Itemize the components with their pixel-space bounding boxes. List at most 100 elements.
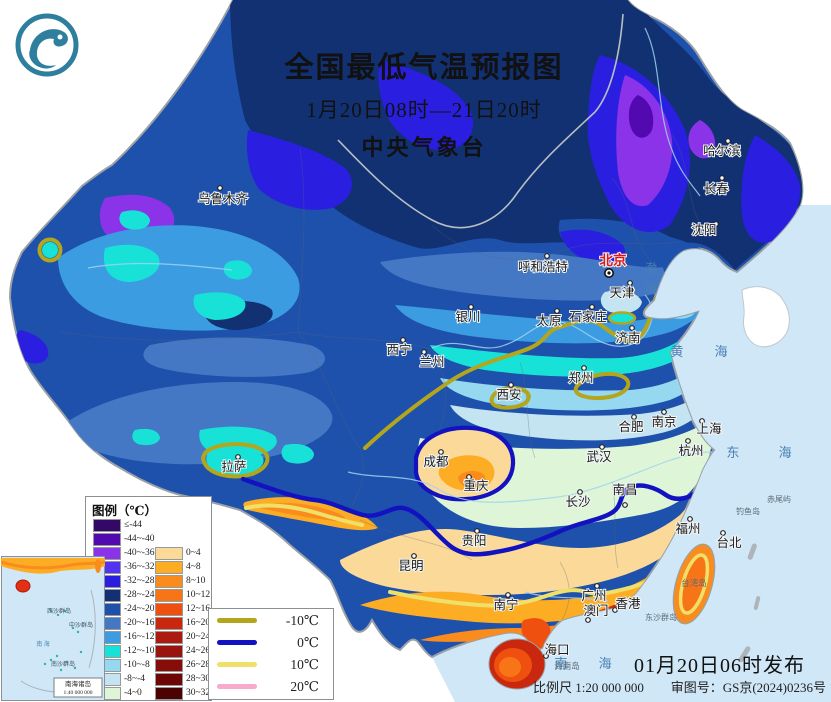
legend-range-label: -16~-12 [124, 632, 155, 642]
city-label: 上海 [696, 421, 722, 436]
city-label: 北京 [600, 252, 627, 268]
city-label: 郑州 [568, 370, 593, 385]
legend-range-label: 24~26 [186, 646, 211, 656]
legend-range-label: 28~30 [186, 674, 211, 684]
contour-line-swatch [217, 640, 257, 645]
korea-landmass [741, 286, 790, 348]
legend-row: 26~28 [155, 658, 210, 672]
legend-row: 24~26 [155, 644, 210, 658]
inset-geo-label: 中沙群岛 [69, 621, 93, 629]
contour-line-label: 0℃ [297, 634, 319, 650]
geo-label: 台湾岛 [681, 578, 707, 588]
city-label: 济南 [615, 330, 640, 345]
inset-geo-label: 南 海 [36, 640, 50, 648]
city-label: 石家庄 [569, 309, 607, 324]
legend-row: 30~32 [155, 686, 210, 700]
city-marker: 西宁 [385, 337, 413, 358]
city-marker: 兰州 [418, 349, 446, 370]
contour-legend-row: 0℃ [217, 632, 327, 653]
city-label: 西宁 [386, 342, 411, 357]
contour-legend-row: 20℃ [217, 676, 327, 697]
contour-line-label: 10℃ [290, 656, 319, 672]
legend-row: 12~16 [155, 602, 210, 616]
city-marker: 福州 [674, 516, 702, 537]
geo-label: 东 海 [726, 445, 809, 460]
legend-range-label: 30~32 [186, 688, 211, 698]
legend-range-label: ≤-44 [124, 520, 142, 530]
city-label: 天津 [609, 286, 634, 300]
city-marker: 西安 [495, 382, 523, 403]
city-marker: 济南 [614, 325, 642, 346]
page-subtitle: 1月20日08时—21日20时 [306, 98, 542, 122]
city-label: 长沙 [565, 495, 591, 509]
city-label: 南京 [651, 414, 676, 429]
city-label: 杭州 [678, 443, 703, 458]
city-label: 哈尔滨 [703, 143, 741, 158]
legend-swatch [155, 672, 183, 686]
temperature-legend: 图例（℃） ≤-44 -44~-40 -40~-36 -36~-32 -32~-28 -2… [85, 496, 212, 701]
island-slivers [738, 543, 761, 663]
city-marker: 长春 [702, 175, 730, 197]
release-time: 01月20日06时发布 [634, 655, 805, 677]
city-marker: 重庆 [462, 474, 490, 494]
city-marker: 武汉 [585, 444, 613, 465]
legend-swatch [93, 518, 121, 532]
legend-range-label: 8~10 [186, 576, 206, 586]
contour-line-label: -10℃ [285, 612, 319, 628]
legend-swatch [155, 686, 183, 700]
page-title: 全国最低气温预报图 [284, 52, 564, 84]
legend-row: -44~-40 [93, 532, 154, 546]
geo-label: 东沙群岛 [645, 612, 677, 622]
city-label: 呼和浩特 [518, 259, 568, 274]
contour-line-swatch [217, 662, 257, 667]
city-label: 武汉 [586, 450, 612, 464]
city-label: 西安 [496, 387, 521, 402]
legend-swatch [93, 532, 121, 546]
city-marker: 拉萨 [220, 454, 248, 475]
capital-city-marker: 北京 [599, 251, 628, 278]
city-label: 广州 [581, 589, 606, 603]
geo-label: 钓鱼岛 [736, 506, 760, 516]
inset-scale: 1:40 000 000 [63, 690, 92, 696]
legend-row: 0~4 [155, 546, 210, 560]
agency-name: 中央气象台 [361, 135, 487, 160]
city-label: 贵阳 [461, 534, 486, 548]
city-marker: 海口 [543, 641, 571, 659]
rivers [87, 27, 713, 602]
legend-range-label: 0~4 [186, 548, 201, 558]
city-label: 银川 [455, 310, 480, 324]
legend-swatch [155, 574, 183, 588]
contour-line-swatch [217, 684, 257, 689]
map-header: 全国最低气温预报图 1月20日08时—21日20时 中央气象台 [124, 44, 724, 162]
city-marker: 呼和浩特 [517, 253, 569, 275]
city-label: 乌鲁木齐 [198, 191, 249, 206]
cma-logo-icon [15, 13, 79, 77]
mongolia-border [337, 13, 624, 229]
city-marker: 银川 [454, 304, 482, 325]
legend-range-label: 16~20 [186, 618, 211, 628]
city-marker: 南昌 [611, 481, 639, 508]
legend-range-label: -40~-36 [124, 548, 155, 558]
city-label: 昆明 [398, 559, 423, 573]
legend-row: 8~10 [155, 574, 210, 588]
city-label: 南宁 [493, 597, 518, 612]
city-label: 台北 [716, 535, 742, 550]
legend-range-label: -20~-16 [124, 618, 155, 628]
city-marker: 香港 [612, 596, 642, 613]
city-marker: 郑州 [567, 365, 595, 386]
city-label: 澳门 [583, 603, 608, 618]
province-borders [59, 134, 706, 621]
inset-geo-label: 南沙群岛 [51, 660, 75, 668]
legend-range-label: -28~-24 [124, 590, 155, 600]
taiwan-island [672, 543, 716, 625]
legend-range-label: -32~-28 [124, 576, 155, 586]
city-marker: 长沙 [564, 489, 592, 510]
contour-zero [240, 454, 720, 557]
geo-label: 赤尾屿 [767, 495, 791, 504]
geo-label: 黄 海 [670, 344, 741, 359]
sea-area [432, 205, 831, 702]
legend-range-label: 10~12 [186, 590, 211, 600]
